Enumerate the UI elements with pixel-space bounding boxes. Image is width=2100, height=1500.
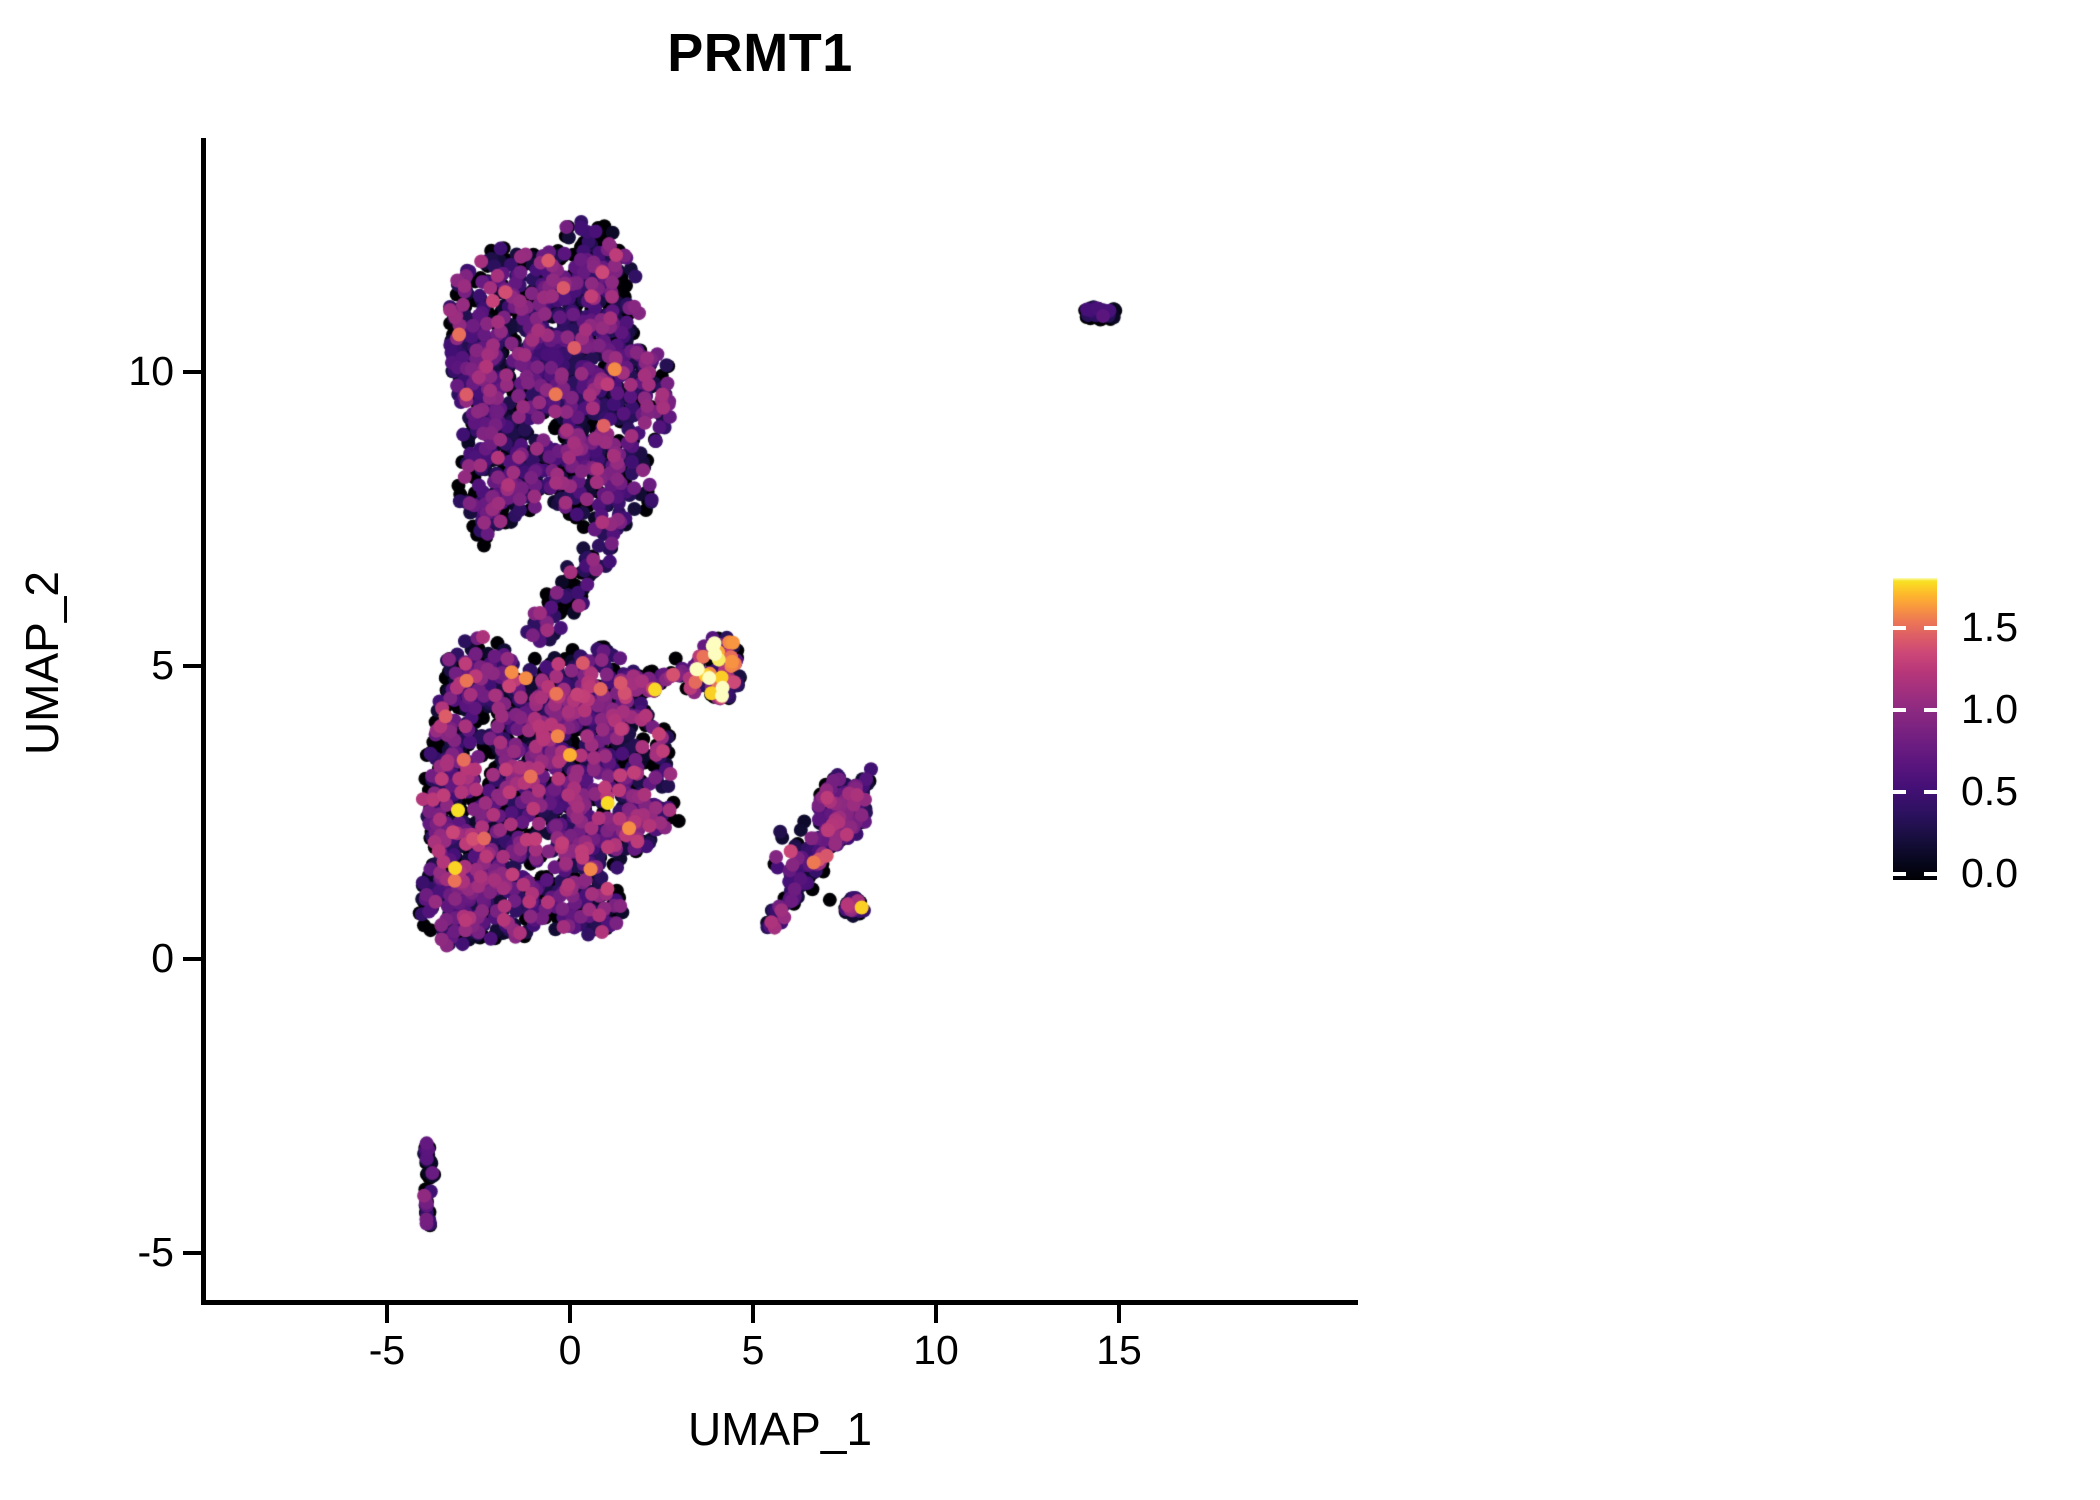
y-axis-tick-label: 5 bbox=[151, 641, 174, 688]
y-axis-tick-mark bbox=[183, 1251, 201, 1255]
x-axis-tick-label: 15 bbox=[1096, 1327, 1142, 1373]
x-axis-tick-mark bbox=[385, 1305, 389, 1323]
x-axis-tick-label: 0 bbox=[558, 1327, 582, 1373]
y-axis-tick-mark bbox=[183, 370, 201, 374]
x-axis-tick-mark bbox=[1117, 1305, 1121, 1323]
plot-panel bbox=[205, 140, 1355, 1302]
colorbar-tick bbox=[1924, 708, 1937, 712]
colorbar-label-1-0: 1.0 bbox=[1961, 686, 2018, 732]
colorbar-tick bbox=[1893, 626, 1906, 630]
y-axis-tick-mark bbox=[183, 957, 201, 962]
y-axis-tick-label: 0 bbox=[151, 935, 174, 982]
x-axis-tick-label: 10 bbox=[913, 1327, 959, 1373]
colorbar-label-1-5: 1.5 bbox=[1961, 604, 2018, 650]
y-axis-tick-label: -5 bbox=[137, 1229, 174, 1275]
x-axis-tick-label: 5 bbox=[741, 1327, 765, 1373]
colorbar-label-0-0: 0.0 bbox=[1961, 850, 2018, 896]
colorbar-tick bbox=[1893, 872, 1906, 876]
color-legend: 1.5 1.0 0.5 0.0 bbox=[1893, 578, 2018, 894]
colorbar-gradient bbox=[1893, 578, 1937, 880]
colorbar-label-0-5: 0.5 bbox=[1961, 768, 2018, 814]
colorbar-tick bbox=[1924, 626, 1937, 630]
colorbar-tick bbox=[1893, 790, 1906, 794]
x-axis-tick-mark bbox=[568, 1305, 572, 1323]
colorbar-tick bbox=[1924, 872, 1937, 876]
x-axis-tick-label: -5 bbox=[368, 1327, 406, 1373]
y-axis-tick-label: 10 bbox=[128, 348, 174, 394]
y-axis-line bbox=[201, 138, 206, 1305]
colorbar-tick bbox=[1924, 790, 1937, 794]
x-axis-title: UMAP_1 bbox=[687, 1403, 873, 1455]
x-axis-line bbox=[201, 1300, 1358, 1305]
y-axis-title: UMAP_2 bbox=[16, 570, 68, 756]
page-title: PRMT1 bbox=[667, 23, 853, 83]
scatter-canvas bbox=[205, 140, 1355, 1302]
y-axis-tick-mark bbox=[183, 663, 201, 668]
x-axis-tick-mark bbox=[934, 1305, 938, 1323]
colorbar-tick bbox=[1893, 708, 1906, 712]
x-axis-tick-mark bbox=[751, 1305, 755, 1323]
